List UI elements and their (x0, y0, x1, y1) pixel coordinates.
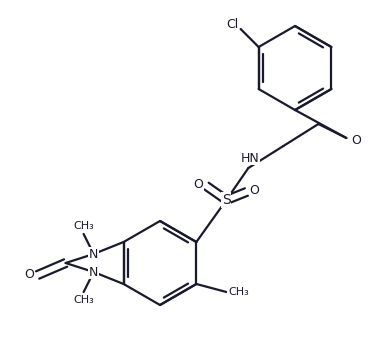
Text: N: N (89, 265, 98, 278)
Text: O: O (194, 177, 203, 190)
Text: CH₃: CH₃ (73, 221, 94, 231)
Text: O: O (25, 269, 34, 282)
Text: S: S (222, 193, 231, 207)
Text: O: O (249, 183, 259, 196)
Text: O: O (352, 133, 361, 146)
Text: CH₃: CH₃ (228, 287, 249, 297)
Text: HN: HN (241, 151, 260, 164)
Text: CH₃: CH₃ (73, 295, 94, 305)
Text: N: N (89, 247, 98, 260)
Text: Cl: Cl (226, 19, 239, 31)
